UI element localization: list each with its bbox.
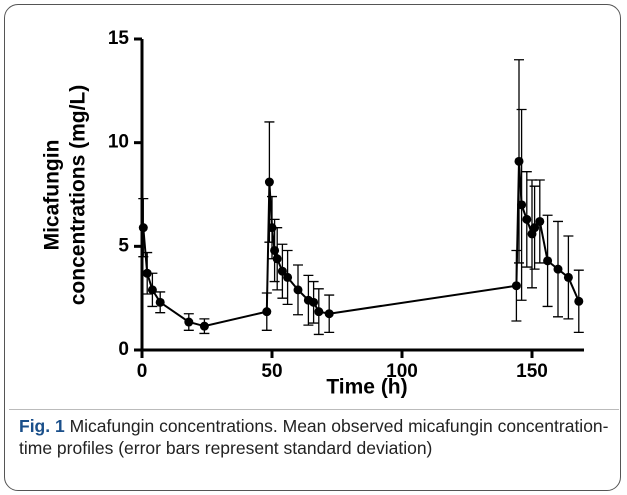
chart: Time (h) Micafungin concentrations (mg/L…: [41, 28, 584, 399]
data-point: [530, 223, 540, 233]
data-point: [262, 307, 272, 317]
data-point: [147, 285, 157, 295]
caption-text: Micafungin concentrations. Mean observed…: [19, 416, 609, 458]
data-point: [314, 307, 324, 317]
data-point: [574, 296, 584, 306]
data-point: [264, 177, 274, 187]
data-point: [324, 309, 334, 319]
data-point: [522, 214, 532, 224]
data-point: [199, 321, 209, 331]
data-point: [142, 268, 152, 278]
data-point: [272, 254, 282, 264]
data-point: [277, 266, 287, 276]
data-point: [309, 297, 319, 307]
data-point: [511, 281, 521, 291]
data-point: [155, 297, 165, 307]
data-point: [517, 200, 527, 210]
x-tick-label: 150: [516, 361, 548, 382]
x-tick-label: 0: [137, 361, 148, 382]
data-point: [184, 317, 194, 327]
data-point: [563, 272, 573, 282]
series-line: [142, 161, 580, 328]
caption-label: Fig. 1: [19, 416, 65, 436]
y-tick-label: 5: [118, 235, 129, 256]
y-axis-title: concentrations (mg/L): [67, 85, 90, 306]
y-tick-label: 0: [118, 339, 129, 360]
y-tick-label: 15: [108, 28, 130, 49]
figure-card: Time (h) Micafungin concentrations (mg/L…: [4, 4, 621, 491]
x-tick-label: 100: [386, 361, 418, 382]
data-point: [535, 216, 545, 226]
y-tick-label: 10: [108, 132, 129, 153]
x-axis-title: Time (h): [326, 376, 407, 399]
data-point: [283, 272, 293, 282]
data-point: [293, 285, 303, 295]
caption: Fig. 1 Micafungin concentrations. Mean o…: [9, 409, 619, 459]
data-point: [543, 256, 553, 266]
y-axis-title: Micafungin: [41, 140, 64, 251]
data-point: [138, 223, 148, 233]
x-tick-label: 50: [261, 361, 282, 382]
data-point: [553, 264, 563, 274]
